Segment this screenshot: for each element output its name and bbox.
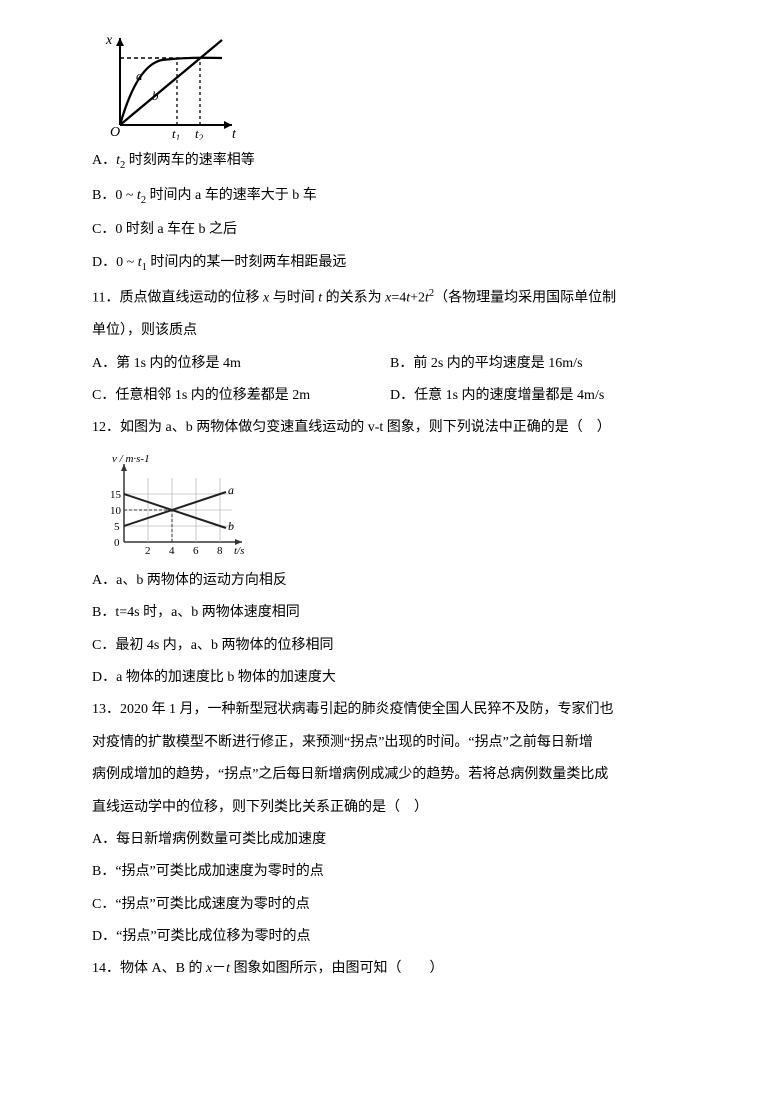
- q10-option-d: D．0 ~ t1 时间内的某一时刻两车相距最远: [92, 252, 688, 277]
- q13-option-c: C．“拐点”可类比成速度为零时的点: [92, 894, 688, 916]
- svg-text:15: 15: [110, 489, 122, 501]
- q10-option-a: A．t2 时刻两车的速率相等: [92, 150, 688, 175]
- q11-stem-line2: 单位），则该质点: [92, 320, 688, 342]
- svg-text:10: 10: [110, 505, 122, 517]
- q10-option-c: C．0 时刻 a 车在 b 之后: [92, 219, 688, 241]
- q13-option-a: A．每日新增病例数量可类比成加速度: [92, 829, 688, 851]
- svg-text:0: 0: [114, 537, 120, 549]
- fig2-line-b: b: [228, 519, 234, 533]
- q11-option-a: A．第 1s 内的位移是 4m: [92, 353, 390, 375]
- q12-option-a: A．a、b 两物体的运动方向相反: [92, 570, 688, 592]
- q13-option-d: D．“拐点”可类比成位移为零时的点: [92, 926, 688, 948]
- svg-text:6: 6: [193, 545, 199, 557]
- svg-text:8: 8: [217, 545, 223, 557]
- q13-option-b: B．“拐点”可类比成加速度为零时的点: [92, 861, 688, 883]
- q12-stem: 12．如图为 a、b 两物体做匀变速直线运动的 v-t 图象，则下列说法中正确的…: [92, 417, 688, 439]
- q11-stem-line1: 11．质点做直线运动的位移 x 与时间 t 的关系为 x=4t+2t2（各物理量…: [92, 286, 688, 310]
- q12-option-d: D．a 物体的加速度比 b 物体的加速度大: [92, 667, 688, 689]
- q11-option-d: D．任意 1s 内的速度增量都是 4m/s: [390, 385, 688, 407]
- q14-stem: 14．物体 A、B 的 x－t 图象如图所示，由图可知（ ）: [92, 958, 688, 980]
- vt-graph-svg: v / m·s-1 15 10 5 0 2 4 6 8 t/s a b: [92, 450, 252, 560]
- q13-line2: 对疫情的扩散模型不断进行修正，来预测“拐点”出现的时间。“拐点”之前每日新增: [92, 732, 688, 754]
- svg-text:5: 5: [114, 521, 120, 533]
- q11-option-c: C．任意相邻 1s 内的位移差都是 2m: [92, 385, 390, 407]
- q13-line3: 病例成增加的趋势，“拐点”之后每日新增病例成减少的趋势。若将总病例数量类比成: [92, 764, 688, 786]
- svg-text:2: 2: [145, 545, 151, 557]
- q13-line4: 直线运动学中的位移，则下列类比关系正确的是（ ）: [92, 797, 688, 819]
- q13-line1: 13．2020 年 1 月，一种新型冠状病毒引起的肺炎疫情使全国人民猝不及防，专…: [92, 699, 688, 721]
- figure-q12: v / m·s-1 15 10 5 0 2 4 6 8 t/s a b: [92, 450, 688, 560]
- q11-option-b: B．前 2s 内的平均速度是 16m/s: [390, 353, 688, 375]
- q12-option-c: C．最初 4s 内，a、b 两物体的位移相同: [92, 635, 688, 657]
- curve-a-label: a: [136, 68, 143, 83]
- q10-option-b: B．0 ~ t2 时间内 a 车的速率大于 b 车: [92, 185, 688, 210]
- y-axis-label: x: [105, 33, 113, 48]
- curve-b-label: b: [152, 88, 159, 103]
- fig2-line-a: a: [228, 483, 234, 497]
- xt-graph-svg: x t O a b t1 t2: [92, 30, 242, 140]
- fig2-xlabel: t/s: [234, 545, 244, 557]
- svg-text:O: O: [110, 125, 120, 140]
- q12-option-b: B．t=4s 时，a、b 两物体速度相同: [92, 602, 688, 624]
- fig2-ylabel: v / m·s-1: [112, 453, 150, 465]
- figure-q10: x t O a b t1 t2: [92, 30, 688, 140]
- svg-text:4: 4: [169, 545, 175, 557]
